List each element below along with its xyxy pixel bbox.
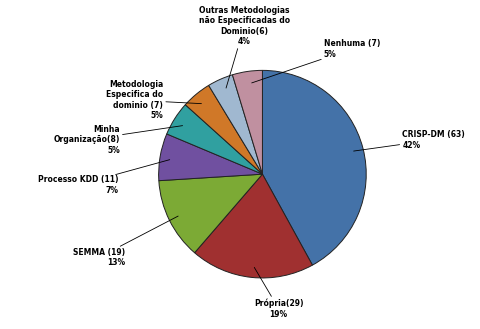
Text: Metodologia
Especifica do
dominio (7)
5%: Metodologia Especifica do dominio (7) 5%	[106, 80, 202, 120]
Wedge shape	[158, 134, 263, 181]
Wedge shape	[185, 86, 263, 174]
Text: Outras Metodologias
não Especificadas do
Dominio(6)
4%: Outras Metodologias não Especificadas do…	[199, 6, 290, 88]
Wedge shape	[159, 174, 263, 253]
Text: CRISP-DM (63)
42%: CRISP-DM (63) 42%	[354, 130, 465, 151]
Wedge shape	[209, 75, 263, 174]
Wedge shape	[263, 70, 366, 265]
Text: Processo KDD (11)
7%: Processo KDD (11) 7%	[37, 160, 170, 195]
Wedge shape	[194, 174, 312, 278]
Text: SEMMA (19)
13%: SEMMA (19) 13%	[73, 216, 178, 267]
Wedge shape	[232, 70, 263, 174]
Text: Minha
Organização(8)
5%: Minha Organização(8) 5%	[53, 125, 182, 155]
Text: Própria(29)
19%: Própria(29) 19%	[254, 267, 303, 318]
Text: Nenhuma (7)
5%: Nenhuma (7) 5%	[252, 39, 380, 83]
Wedge shape	[167, 105, 263, 174]
